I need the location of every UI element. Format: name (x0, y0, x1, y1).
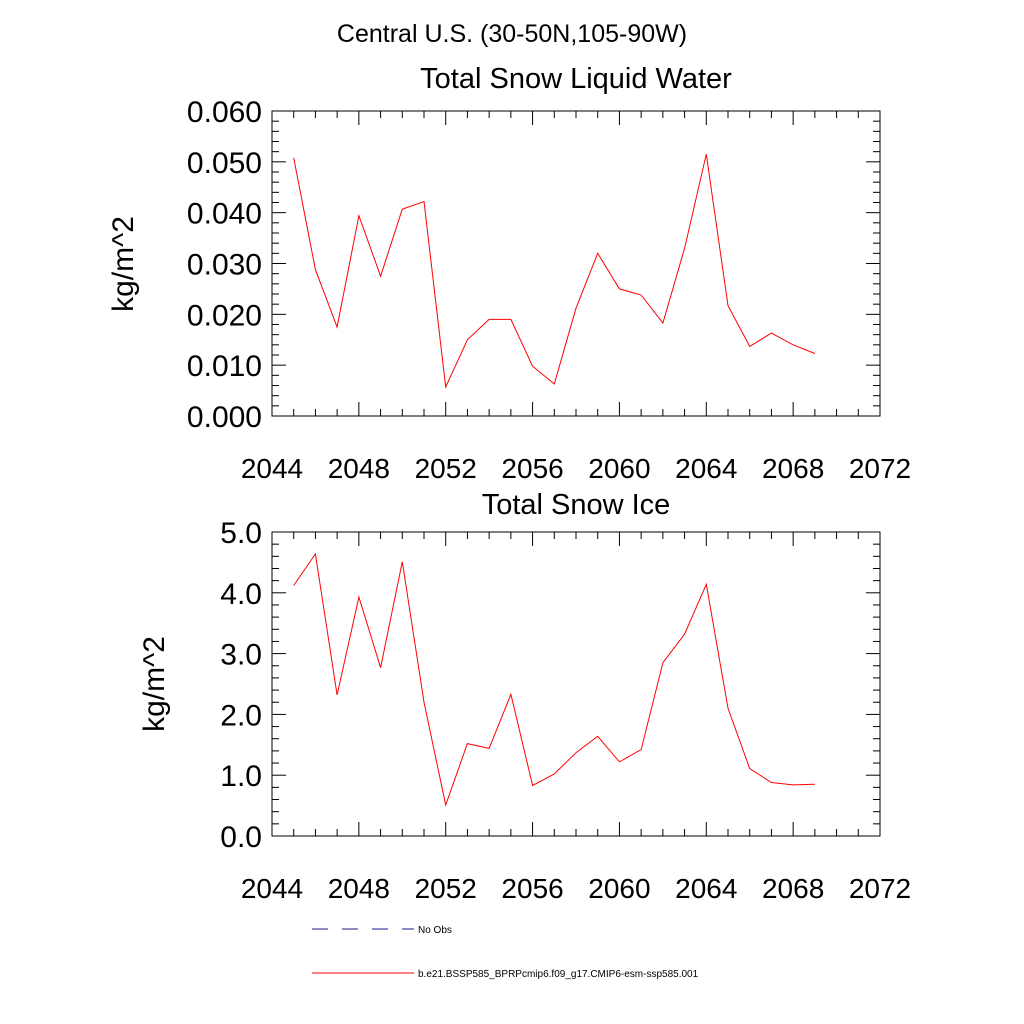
panel-snow-liquid-water: Total Snow Liquid Water kg/m^2 2044 2048 2… (107, 63, 911, 484)
legend-label-no-obs: No Obs (418, 925, 452, 936)
x-tick-label: 2056 (501, 453, 563, 484)
y-tick-label: 1.0 (220, 760, 262, 793)
x-tick-label: 2048 (328, 453, 390, 484)
legend: No Obs b.e21.BSSP585_BPRPcmip6.f09_g17.C… (312, 925, 699, 980)
data-series (293, 552, 815, 807)
x-tick-label: 2048 (328, 873, 390, 904)
data-series (293, 154, 816, 389)
series-line (293, 154, 816, 389)
plot-frame (271, 531, 881, 837)
y-tick-label: 3.0 (220, 639, 262, 672)
x-tick-label: 2064 (675, 873, 737, 904)
y-tick-label: 0.010 (187, 350, 262, 383)
y-tick-label: 4.0 (220, 578, 262, 611)
panel-snow-ice: Total Snow Ice kg/m^2 2044 2048 2052 2056 20… (138, 489, 911, 904)
y-axis-label: kg/m^2 (107, 216, 140, 312)
x-tick-label: 2052 (415, 873, 477, 904)
x-tick-label: 2056 (501, 873, 563, 904)
y-tick-label: 0.060 (187, 96, 262, 129)
y-tick-label: 0.040 (187, 198, 262, 231)
x-tick-label: 2072 (849, 873, 911, 904)
x-tick-label: 2060 (588, 873, 650, 904)
x-tick-label: 2072 (849, 453, 911, 484)
x-tick-label: 2044 (241, 453, 303, 484)
axis-ticks: 2044 2048 2052 2056 2060 2064 2068 2072 0.000 0.0… (187, 96, 911, 484)
x-tick-label: 2068 (762, 873, 824, 904)
y-tick-label: 0.050 (187, 147, 262, 180)
plot-frame (271, 110, 881, 417)
x-tick-label: 2068 (762, 453, 824, 484)
y-tick-label: 2.0 (220, 699, 262, 732)
chart-title: Total Snow Ice (482, 489, 671, 521)
y-tick-label: 0.030 (187, 249, 262, 282)
chart-title: Total Snow Liquid Water (420, 63, 732, 95)
x-tick-label: 2044 (241, 873, 303, 904)
series-line (293, 552, 815, 807)
y-axis-label: kg/m^2 (138, 636, 171, 732)
y-tick-label: 0.000 (187, 401, 262, 434)
y-tick-label: 0.020 (187, 299, 262, 332)
y-tick-label: 5.0 (220, 517, 262, 550)
legend-label-model: b.e21.BSSP585_BPRPcmip6.f09_g17.CMIP6-es… (418, 969, 699, 980)
x-tick-label: 2052 (415, 453, 477, 484)
x-tick-label: 2060 (588, 453, 650, 484)
y-tick-label: 0.0 (220, 821, 262, 854)
axis-ticks: 2044 2048 2052 2056 2060 2064 2068 2072 0.0 1.0 2.… (220, 517, 911, 904)
x-tick-label: 2064 (675, 453, 737, 484)
main-title: Central U.S. (30-50N,105-90W) (337, 20, 687, 48)
